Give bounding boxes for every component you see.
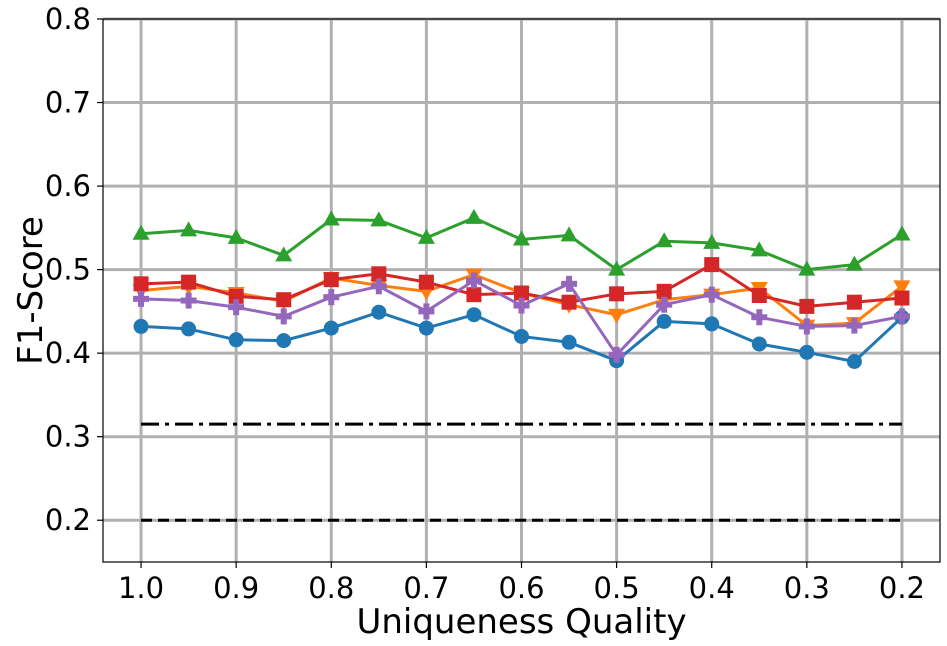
data-point (275, 246, 293, 262)
data-point (371, 304, 387, 320)
data-point (799, 298, 815, 314)
data-point (846, 317, 863, 334)
x-tick-label: 1.0 (118, 571, 164, 605)
data-point (704, 316, 720, 332)
axis-ticks: 1.0 0.9 0.8 0.7 0.6 0.5 0.4 0.3 0.2 0.2 0.3 0.4 0.5 0… (45, 2, 925, 605)
data-point (513, 230, 530, 246)
data-point (893, 280, 911, 296)
data-point (704, 257, 720, 273)
data-point (180, 292, 197, 309)
data-point (799, 344, 815, 360)
data-point (276, 292, 292, 308)
data-point (703, 286, 720, 303)
data-point (417, 228, 435, 244)
data-point (513, 297, 530, 314)
data-point (893, 308, 910, 325)
y-tick-label: 0.6 (45, 169, 91, 203)
y-tick-label: 0.4 (45, 336, 91, 370)
data-point (228, 288, 244, 304)
data-point (846, 354, 862, 370)
data-point (276, 333, 292, 349)
data-point (655, 232, 673, 248)
y-tick-label: 0.3 (45, 420, 91, 454)
data-point (466, 307, 482, 323)
data-point (751, 288, 767, 304)
data-point (798, 318, 815, 335)
data-point (133, 290, 150, 307)
data-point (370, 278, 387, 295)
y-tick-label: 0.8 (45, 2, 91, 36)
data-point (228, 332, 244, 348)
data-point (609, 286, 625, 302)
data-point (418, 320, 434, 336)
data-point (846, 294, 862, 310)
data-point (181, 321, 197, 337)
data-point (561, 334, 577, 350)
data-point (798, 260, 816, 276)
data-point (418, 274, 434, 290)
data-point (133, 276, 149, 292)
data-point (227, 228, 245, 244)
data-point (751, 309, 768, 326)
x-tick-label: 0.9 (213, 571, 259, 605)
data-point (132, 224, 150, 240)
data-point (514, 285, 529, 301)
data-point (180, 221, 198, 237)
data-point (370, 211, 388, 227)
data-point (465, 208, 483, 224)
y-tick-label: 0.7 (45, 86, 91, 120)
x-axis-label: Uniqueness Quality (356, 602, 686, 642)
y-axis-label: F1-Score (11, 216, 51, 365)
data-point (181, 274, 197, 290)
data-point (656, 283, 672, 299)
x-tick-label: 0.3 (784, 571, 830, 605)
data-point (608, 308, 626, 324)
data-point (561, 275, 578, 292)
series-2 (132, 208, 911, 276)
data-point (751, 336, 767, 352)
data-point (275, 308, 292, 325)
series-0 (133, 304, 910, 370)
data-point (560, 226, 578, 242)
x-tick-label: 0.4 (689, 571, 735, 605)
data-point (893, 225, 911, 241)
x-tick-label: 0.8 (308, 571, 354, 605)
data-point (703, 233, 721, 249)
data-point (466, 287, 482, 303)
data-point (323, 289, 340, 306)
data-point (608, 346, 625, 363)
data-point (465, 272, 482, 289)
data-series (132, 208, 911, 370)
y-tick-label: 0.5 (45, 253, 91, 287)
reference-lines (141, 422, 902, 522)
data-point (894, 290, 910, 306)
data-point (133, 318, 149, 334)
series-4 (133, 272, 910, 363)
data-point (228, 299, 245, 316)
x-tick-label: 0.5 (594, 571, 640, 605)
data-point (845, 255, 863, 271)
x-tick-label: 0.6 (498, 571, 544, 605)
x-tick-label: 0.7 (403, 571, 449, 605)
data-point (656, 296, 673, 313)
data-point (750, 241, 768, 257)
data-point (656, 313, 672, 329)
data-point (514, 328, 529, 344)
data-point (323, 320, 339, 336)
data-point (561, 294, 577, 310)
data-point (322, 210, 340, 226)
data-point (608, 260, 626, 276)
series-3 (133, 257, 910, 314)
data-point (418, 303, 435, 320)
data-point (323, 272, 339, 288)
y-tick-label: 0.2 (45, 503, 91, 537)
data-point (371, 266, 387, 282)
x-tick-label: 0.2 (879, 571, 925, 605)
